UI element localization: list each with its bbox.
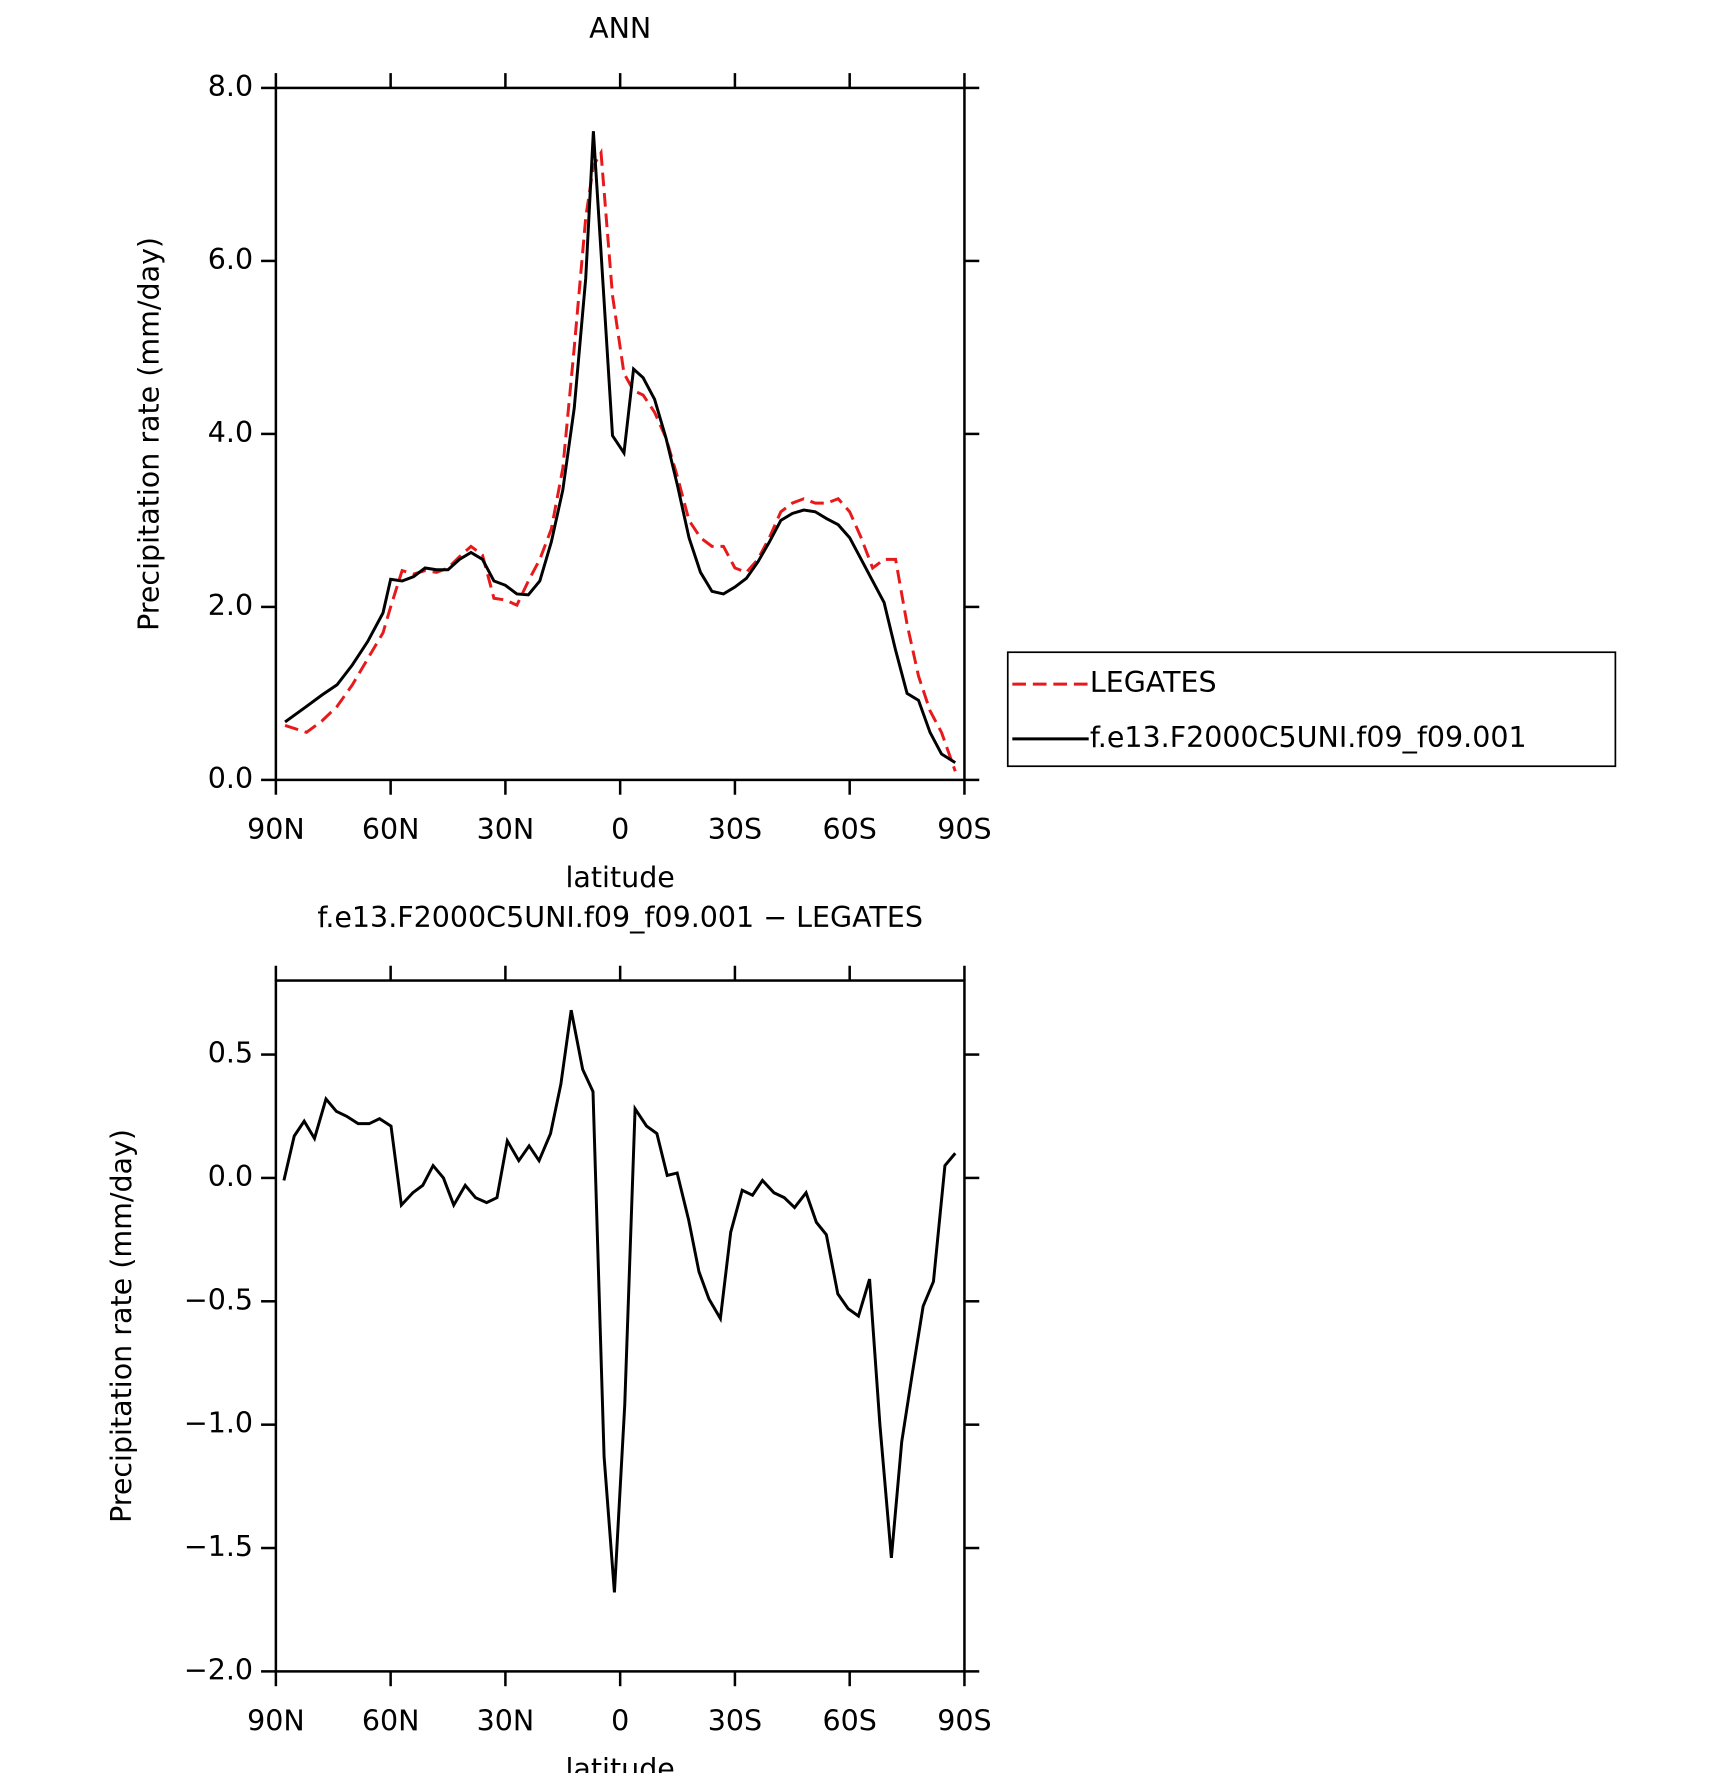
y-tick-label: −1.0: [184, 1407, 253, 1440]
data-line: [282, 1009, 957, 1593]
x-tick-label: 30S: [708, 813, 762, 846]
legend-box: [1006, 651, 1617, 768]
chart-title: f.e13.F2000C5UNI.f09_f09.001 − LEGATES: [317, 901, 923, 934]
y-tick-label: −0.5: [184, 1283, 253, 1316]
y-tick-label: 8.0: [208, 70, 253, 103]
x-tick-label: 0: [611, 1705, 629, 1738]
x-axis-label: latitude: [565, 1753, 674, 1773]
x-tick-label: 60N: [362, 1705, 420, 1738]
y-tick-label: −2.0: [184, 1653, 253, 1686]
y-tick-label: 2.0: [208, 589, 253, 622]
x-tick-label: 90S: [937, 1705, 991, 1738]
y-tick-label: 0.5: [208, 1037, 253, 1070]
x-axis-label: latitude: [565, 861, 674, 894]
legend-label: LEGATES: [1090, 666, 1217, 699]
plot-frame: [274, 979, 966, 1673]
x-tick-label: 60S: [823, 1705, 877, 1738]
x-tick-label: 60N: [362, 813, 420, 846]
y-tick-label: −1.5: [184, 1530, 253, 1563]
x-tick-label: 30S: [708, 1705, 762, 1738]
plot-frame: [274, 86, 966, 782]
y-axis-label: Precipitation rate (mm/day): [105, 1129, 138, 1523]
x-tick-label: 60S: [823, 813, 877, 846]
y-tick-label: 0.0: [208, 1160, 253, 1193]
x-tick-label: 90S: [937, 813, 991, 846]
y-tick-label: 0.0: [208, 762, 253, 795]
y-axis-label: Precipitation rate (mm/day): [132, 237, 165, 631]
y-tick-label: 6.0: [208, 243, 253, 276]
x-tick-label: 90N: [247, 1705, 305, 1738]
x-tick-label: 30N: [477, 1705, 535, 1738]
x-tick-label: 0: [611, 813, 629, 846]
data-line: [284, 131, 957, 764]
legend-label: f.e13.F2000C5UNI.f09_f09.001: [1090, 721, 1527, 754]
y-tick-label: 4.0: [208, 416, 253, 449]
data-line: [284, 148, 957, 772]
chart-title: ANN: [589, 12, 651, 45]
x-tick-label: 30N: [477, 813, 535, 846]
x-tick-label: 90N: [247, 813, 305, 846]
